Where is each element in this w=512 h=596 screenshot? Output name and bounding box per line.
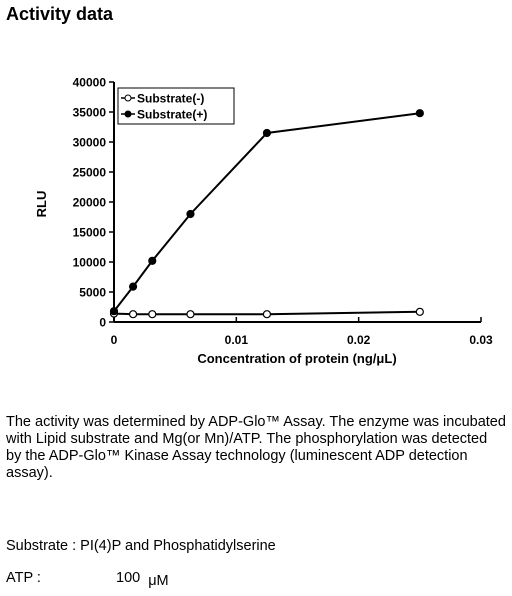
- series-line: [113, 112, 420, 312]
- x-tick-label: 0: [111, 333, 118, 347]
- atp-detail: ATP : 100 μM: [6, 570, 169, 589]
- x-tick-label: 0.01: [225, 333, 249, 347]
- data-point: [262, 310, 272, 319]
- substrate-detail: Substrate : PI(4)P and Phosphatidylserin…: [6, 538, 276, 554]
- y-tick-label: 10000: [73, 256, 107, 270]
- legend-marker: [124, 94, 132, 102]
- chart-legend: Substrate(-) Substrate(+): [117, 87, 235, 125]
- data-point: [148, 256, 157, 265]
- legend-entry: Substrate(-): [137, 92, 204, 106]
- y-tick-label: 25000: [73, 166, 107, 180]
- legend-entry: Substrate(+): [137, 108, 207, 122]
- y-tick-label: 40000: [73, 76, 107, 90]
- data-point: [186, 310, 195, 319]
- data-point: [186, 209, 195, 219]
- data-point: [128, 310, 138, 319]
- page-heading: Activity data: [6, 4, 114, 24]
- x-tick-label: 0.03: [469, 333, 493, 347]
- legend-marker: [124, 110, 132, 118]
- chart-series: [109, 109, 424, 319]
- x-tick-label: 0.02: [347, 333, 371, 347]
- atp-label: ATP :: [6, 570, 41, 586]
- activity-chart: 0 5000 10000 15000 20000 25000 30000 35000 40000…: [34, 76, 493, 367]
- data-point: [415, 307, 424, 316]
- data-point: [415, 109, 424, 118]
- data-point: [109, 307, 119, 316]
- y-tick-label: 5000: [79, 286, 106, 300]
- atp-value: 100: [116, 570, 141, 586]
- chart-ticks: 0 5000 10000 15000 20000 25000 30000 35000 40000…: [73, 76, 493, 348]
- y-axis-label: RLU: [34, 191, 49, 218]
- data-point: [148, 310, 157, 319]
- y-tick-label: 0: [99, 316, 106, 330]
- x-axis-label: Concentration of protein (ng/μL): [197, 351, 396, 366]
- data-point: [262, 128, 272, 138]
- data-point: [128, 282, 138, 291]
- y-tick-label: 35000: [73, 106, 107, 120]
- y-tick-label: 20000: [73, 196, 107, 210]
- assay-description: The activity was determined by ADP-Glo™ …: [6, 414, 506, 481]
- y-tick-label: 30000: [73, 136, 107, 150]
- legend-box: [117, 87, 235, 125]
- atp-unit: μM: [148, 573, 169, 589]
- y-tick-label: 15000: [73, 226, 107, 240]
